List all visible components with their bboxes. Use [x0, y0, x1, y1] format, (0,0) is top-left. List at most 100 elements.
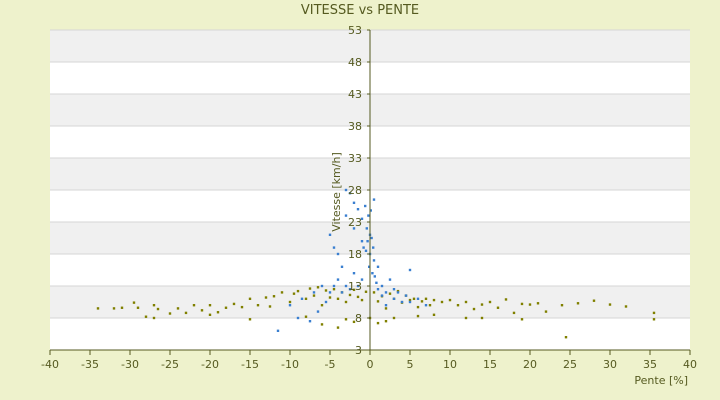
data-point: [336, 326, 340, 329]
x-tick-label: -25: [161, 358, 179, 371]
data-point: [392, 297, 396, 300]
data-point: [176, 307, 180, 310]
x-tick-label: -15: [241, 358, 259, 371]
chart-title: VITESSE vs PENTE: [301, 3, 419, 18]
data-point: [380, 284, 384, 288]
data-point: [132, 301, 136, 304]
data-point: [428, 304, 432, 307]
data-point: [392, 316, 396, 320]
data-point: [184, 311, 188, 315]
data-point: [288, 300, 292, 304]
data-point: [652, 318, 656, 321]
x-tick-label: 5: [407, 358, 414, 371]
data-point: [448, 298, 452, 302]
data-point: [344, 188, 348, 192]
data-point: [404, 294, 408, 297]
data-point: [388, 292, 392, 295]
x-tick-label: -40: [41, 358, 59, 371]
data-point: [208, 313, 212, 316]
data-point: [300, 297, 304, 300]
data-point: [369, 209, 372, 212]
data-point: [392, 288, 396, 291]
data-point: [380, 294, 384, 297]
data-point: [464, 300, 468, 304]
data-point: [340, 291, 344, 294]
y-tick-label: 13: [348, 280, 362, 293]
data-point: [456, 304, 460, 307]
data-point: [624, 305, 628, 308]
data-point: [367, 214, 370, 217]
data-point: [336, 278, 340, 281]
data-point: [308, 287, 312, 290]
data-point: [344, 214, 348, 217]
y-tick-label: 18: [348, 248, 362, 261]
data-point: [320, 304, 324, 307]
x-tick-label: 25: [563, 358, 577, 371]
data-point: [364, 204, 367, 208]
data-point: [296, 289, 300, 293]
data-point: [328, 233, 332, 236]
data-point: [352, 320, 356, 324]
data-point: [324, 289, 328, 292]
data-point: [332, 288, 336, 291]
data-point: [320, 323, 324, 326]
data-point: [432, 313, 436, 316]
data-point: [332, 246, 336, 249]
data-point: [376, 321, 380, 325]
data-point: [370, 236, 373, 240]
data-point: [372, 259, 376, 262]
data-point: [304, 315, 308, 318]
data-point: [336, 297, 340, 300]
data-point: [424, 304, 428, 307]
data-point: [316, 286, 320, 289]
data-point: [396, 291, 400, 294]
data-point: [416, 305, 420, 309]
data-point: [384, 304, 388, 307]
data-point: [344, 284, 348, 288]
data-point: [292, 292, 296, 295]
x-tick-label: 30: [603, 358, 617, 371]
x-tick-label: -20: [201, 358, 219, 371]
data-point: [376, 300, 380, 303]
data-point: [408, 300, 412, 304]
data-point: [376, 288, 380, 291]
data-point: [304, 297, 308, 300]
data-point: [272, 295, 276, 298]
data-point: [360, 217, 364, 220]
data-point: [152, 316, 156, 320]
x-tick-label: -35: [81, 358, 99, 371]
y-tick-label: 23: [348, 216, 362, 229]
data-point: [400, 300, 404, 304]
data-point: [364, 249, 368, 252]
data-point: [512, 311, 516, 315]
x-tick-label: -30: [121, 358, 139, 371]
data-point: [528, 303, 532, 306]
data-point: [312, 294, 316, 297]
x-axis-label: Pente [%]: [634, 374, 688, 387]
data-point: [356, 208, 360, 211]
data-point: [248, 297, 252, 300]
data-points: [96, 188, 656, 339]
y-tick-label: 38: [348, 120, 362, 133]
y-tick-label: 28: [348, 184, 362, 197]
x-tick-label: 35: [643, 358, 657, 371]
data-point: [560, 304, 564, 307]
data-point: [416, 297, 420, 300]
y-tick-label: 33: [348, 152, 362, 165]
data-point: [120, 306, 124, 309]
data-point: [576, 302, 580, 305]
data-point: [472, 307, 476, 311]
data-point: [136, 306, 140, 309]
data-point: [384, 291, 388, 294]
y-tick-label: 53: [348, 24, 362, 37]
data-point: [268, 305, 272, 308]
data-point: [365, 227, 368, 230]
data-point: [408, 268, 412, 272]
data-point: [652, 311, 656, 315]
data-point: [276, 329, 280, 332]
data-point: [608, 303, 612, 306]
x-tick-label: 15: [483, 358, 497, 371]
y-tick-label: 3: [355, 344, 362, 357]
data-point: [504, 298, 508, 301]
